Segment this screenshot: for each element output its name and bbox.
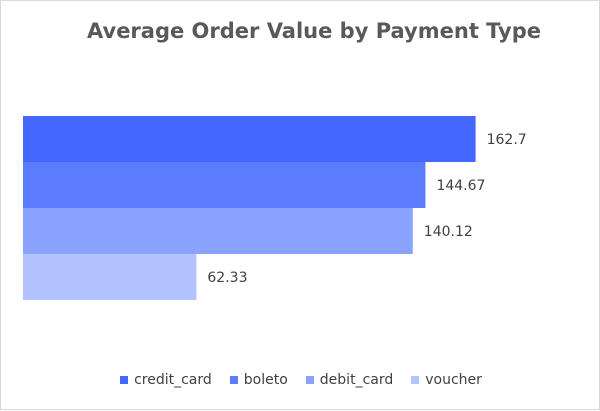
data-label-debit_card: 140.12 xyxy=(424,224,473,240)
legend-label: boleto xyxy=(243,372,288,388)
data-label-boleto: 144.67 xyxy=(436,178,485,194)
legend-item-credit_card: credit_card xyxy=(120,372,212,388)
legend-item-boleto: boleto xyxy=(229,372,288,388)
legend-item-debit_card: debit_card xyxy=(305,372,394,388)
data-label-voucher: 62.33 xyxy=(207,270,247,286)
bar-debit_card xyxy=(23,208,413,254)
legend-item-voucher: voucher xyxy=(411,372,482,388)
legend-swatch xyxy=(411,376,420,384)
legend-swatch xyxy=(229,376,238,384)
legend-label: debit_card xyxy=(319,372,394,388)
bar-boleto xyxy=(23,162,426,208)
legend-label: credit_card xyxy=(134,372,212,388)
bar-credit_card xyxy=(23,116,476,162)
legend-swatch xyxy=(305,376,314,384)
legend-label: voucher xyxy=(425,372,482,388)
chart-legend: credit_card boleto debit_card voucher xyxy=(1,372,600,388)
data-label-credit_card: 162.7 xyxy=(487,132,527,148)
bar-voucher xyxy=(23,254,197,300)
chart-title: Average Order Value by Payment Type xyxy=(87,19,541,43)
legend-swatch xyxy=(120,376,129,384)
